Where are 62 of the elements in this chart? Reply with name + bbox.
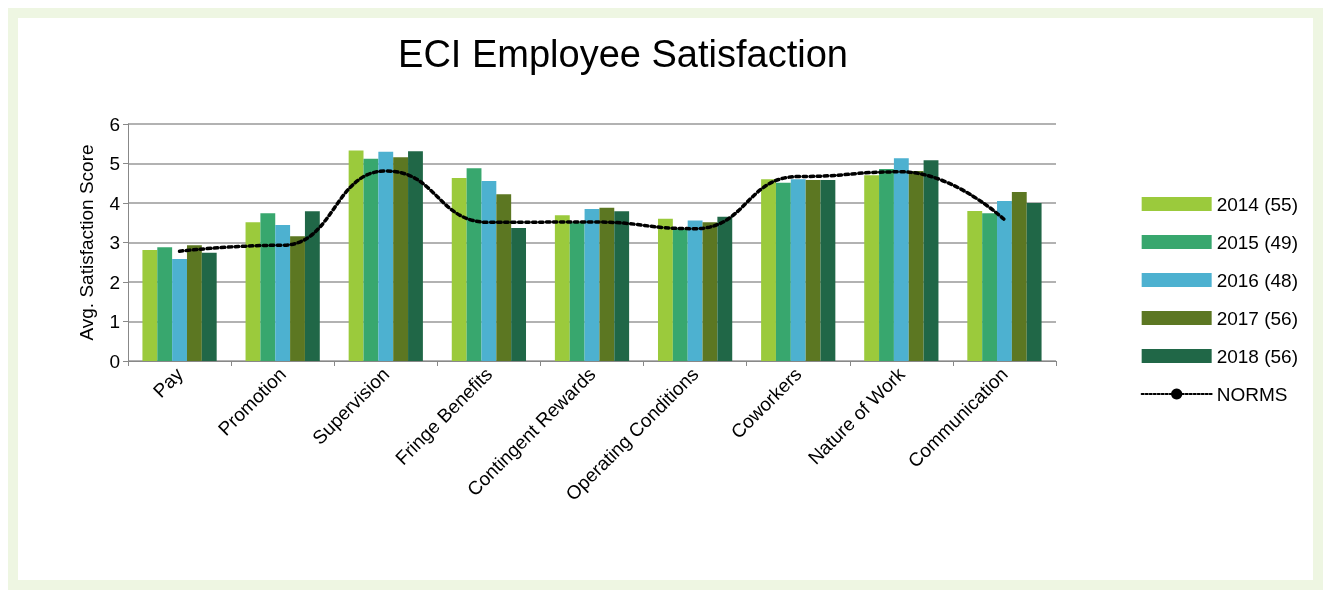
bar (496, 194, 512, 361)
bar (481, 180, 497, 361)
bar (363, 158, 379, 361)
bar (1026, 203, 1042, 361)
y-tick-label: 0 (109, 350, 120, 372)
bar (967, 210, 983, 361)
bar (304, 211, 320, 361)
bar (820, 180, 836, 361)
bar (348, 150, 364, 361)
bar (672, 228, 688, 361)
bar (157, 247, 173, 361)
bar (186, 245, 202, 361)
bar (1011, 191, 1027, 361)
legend-label: 2016 (48) (1216, 269, 1299, 291)
bar (717, 216, 733, 361)
y-axis-title: Avg. Satisfaction Score (76, 144, 97, 341)
y-tick-label: 2 (109, 271, 120, 293)
bar (893, 158, 909, 361)
legend-label: 2014 (55) (1216, 193, 1299, 215)
bar (142, 250, 158, 361)
legend-label: NORMS (1216, 383, 1288, 405)
bar (923, 160, 939, 361)
bar (584, 208, 600, 361)
bar (554, 215, 570, 361)
legend-label: 2017 (56) (1216, 307, 1299, 329)
bar (599, 207, 615, 361)
bar (466, 168, 482, 361)
bar (790, 179, 806, 361)
bar (172, 259, 187, 361)
bar (761, 179, 776, 361)
bar (201, 252, 217, 361)
legend-label: 2018 (56) (1216, 345, 1299, 367)
bar (879, 169, 894, 361)
bar (657, 218, 673, 361)
y-tick-label: 5 (109, 153, 120, 174)
legend-label: 2015 (49) (1216, 231, 1299, 253)
bar (275, 225, 291, 361)
bar (245, 222, 261, 361)
bar (982, 213, 998, 361)
y-tick-label: 4 (109, 192, 121, 214)
bar (614, 211, 630, 361)
bar (702, 222, 718, 361)
bar (511, 227, 527, 361)
bar (408, 151, 423, 361)
bar (805, 180, 821, 361)
y-tick-label: 6 (109, 113, 120, 135)
bar (569, 222, 585, 361)
chart-title: ECI Employee Satisfaction (398, 33, 848, 75)
bar (908, 171, 924, 361)
bar (997, 201, 1012, 361)
bar (451, 178, 467, 361)
bar (378, 151, 394, 361)
y-tick-label: 1 (109, 311, 120, 332)
x-tick-label: Pay (149, 363, 188, 402)
bar (687, 220, 703, 361)
bar (260, 213, 276, 361)
y-tick-label: 3 (109, 232, 120, 253)
bar (775, 182, 791, 361)
line-series (177, 169, 1007, 253)
bar (864, 175, 880, 361)
bar (393, 157, 409, 361)
bar (290, 236, 305, 361)
